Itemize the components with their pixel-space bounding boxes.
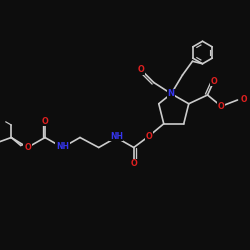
Text: O: O: [24, 143, 31, 152]
Text: O: O: [130, 159, 137, 168]
Text: NH: NH: [110, 132, 123, 141]
Text: O: O: [42, 117, 48, 126]
Text: O: O: [240, 96, 247, 104]
Text: O: O: [210, 77, 217, 86]
Text: O: O: [218, 102, 224, 111]
Text: NH: NH: [56, 142, 69, 151]
Text: O: O: [146, 132, 152, 141]
Text: N: N: [168, 89, 175, 98]
Text: O: O: [138, 66, 144, 74]
